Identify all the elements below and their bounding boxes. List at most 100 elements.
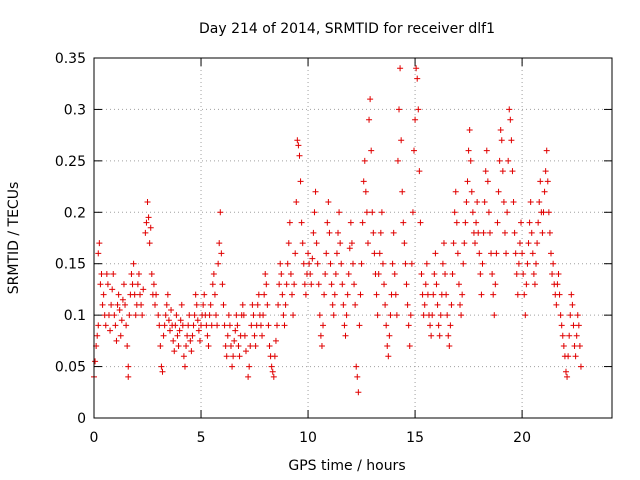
data-point bbox=[340, 301, 347, 308]
data-point bbox=[358, 260, 365, 267]
data-point bbox=[467, 157, 474, 164]
x-tick-label: 10 bbox=[299, 430, 317, 446]
data-point bbox=[385, 353, 392, 360]
data-point bbox=[564, 373, 571, 380]
data-point bbox=[562, 368, 569, 375]
data-point bbox=[172, 322, 179, 329]
data-point bbox=[138, 301, 145, 308]
data-point bbox=[361, 157, 368, 164]
data-point bbox=[422, 281, 429, 288]
data-point bbox=[344, 291, 351, 298]
data-point bbox=[95, 322, 102, 329]
data-point bbox=[183, 343, 190, 349]
data-point bbox=[155, 312, 162, 319]
data-point bbox=[397, 65, 404, 72]
data-point bbox=[482, 168, 489, 175]
data-point bbox=[495, 188, 502, 195]
data-point bbox=[448, 301, 455, 308]
data-point bbox=[342, 332, 349, 339]
data-point bbox=[360, 178, 367, 185]
data-point bbox=[557, 312, 564, 319]
data-point bbox=[497, 127, 504, 133]
data-point bbox=[314, 260, 321, 267]
data-point bbox=[354, 373, 361, 380]
data-point bbox=[173, 312, 180, 319]
data-point bbox=[415, 106, 422, 113]
data-point bbox=[566, 332, 573, 339]
data-point bbox=[568, 291, 575, 298]
data-point bbox=[313, 240, 320, 247]
data-point bbox=[284, 260, 291, 267]
data-point bbox=[224, 332, 231, 339]
data-point bbox=[252, 343, 259, 349]
data-point bbox=[525, 240, 532, 247]
data-point bbox=[457, 301, 464, 308]
data-point bbox=[518, 219, 525, 226]
data-point bbox=[433, 281, 440, 288]
data-point bbox=[373, 291, 380, 298]
data-point bbox=[219, 281, 226, 288]
data-point bbox=[483, 147, 490, 154]
data-point bbox=[116, 307, 123, 313]
data-point bbox=[382, 301, 389, 308]
y-tick-label: 0.05 bbox=[55, 360, 86, 376]
data-point bbox=[379, 260, 386, 267]
data-point bbox=[105, 312, 112, 319]
data-point bbox=[279, 291, 286, 298]
data-point bbox=[510, 199, 517, 205]
data-point bbox=[227, 343, 234, 349]
data-point bbox=[132, 312, 139, 319]
data-point bbox=[405, 322, 412, 329]
data-point bbox=[499, 168, 506, 175]
data-point bbox=[541, 188, 548, 195]
data-point bbox=[574, 312, 581, 319]
data-point bbox=[486, 229, 493, 236]
data-point bbox=[170, 337, 177, 344]
data-point bbox=[418, 271, 425, 277]
data-point bbox=[225, 312, 232, 319]
y-tick-label: 0 bbox=[77, 411, 86, 427]
data-point bbox=[367, 96, 374, 103]
data-point bbox=[513, 271, 520, 277]
data-point bbox=[117, 332, 124, 339]
data-point bbox=[137, 291, 144, 298]
data-point bbox=[302, 291, 309, 298]
data-point bbox=[484, 178, 491, 185]
data-point bbox=[569, 301, 576, 308]
data-point bbox=[398, 137, 405, 144]
data-point bbox=[355, 389, 362, 396]
data-point bbox=[370, 229, 377, 236]
data-point bbox=[503, 250, 510, 257]
data-point bbox=[125, 363, 132, 370]
data-point bbox=[268, 363, 275, 370]
data-point bbox=[278, 271, 285, 277]
data-point bbox=[515, 260, 522, 267]
data-point bbox=[102, 322, 109, 329]
data-point bbox=[143, 219, 150, 226]
data-point bbox=[534, 240, 541, 247]
data-point bbox=[430, 291, 437, 298]
data-point bbox=[406, 343, 413, 349]
data-point bbox=[413, 65, 420, 72]
data-point bbox=[543, 147, 550, 154]
data-point bbox=[496, 157, 503, 164]
data-point bbox=[462, 219, 469, 226]
data-point bbox=[445, 332, 452, 339]
data-point bbox=[383, 322, 390, 329]
data-point bbox=[327, 260, 334, 267]
data-point bbox=[572, 353, 579, 360]
data-point bbox=[266, 343, 273, 349]
data-point bbox=[460, 260, 467, 267]
data-point bbox=[381, 281, 388, 288]
chart-title: Day 214 of 2014, SRMTID for receiver dlf… bbox=[199, 21, 495, 37]
data-point bbox=[506, 106, 513, 113]
data-point bbox=[529, 250, 536, 257]
data-point bbox=[386, 332, 393, 339]
data-point bbox=[329, 301, 336, 308]
data-point bbox=[111, 312, 118, 319]
data-point bbox=[341, 322, 348, 329]
data-point bbox=[187, 337, 194, 344]
data-point bbox=[567, 312, 574, 319]
data-point bbox=[119, 296, 126, 303]
data-point bbox=[444, 312, 451, 319]
